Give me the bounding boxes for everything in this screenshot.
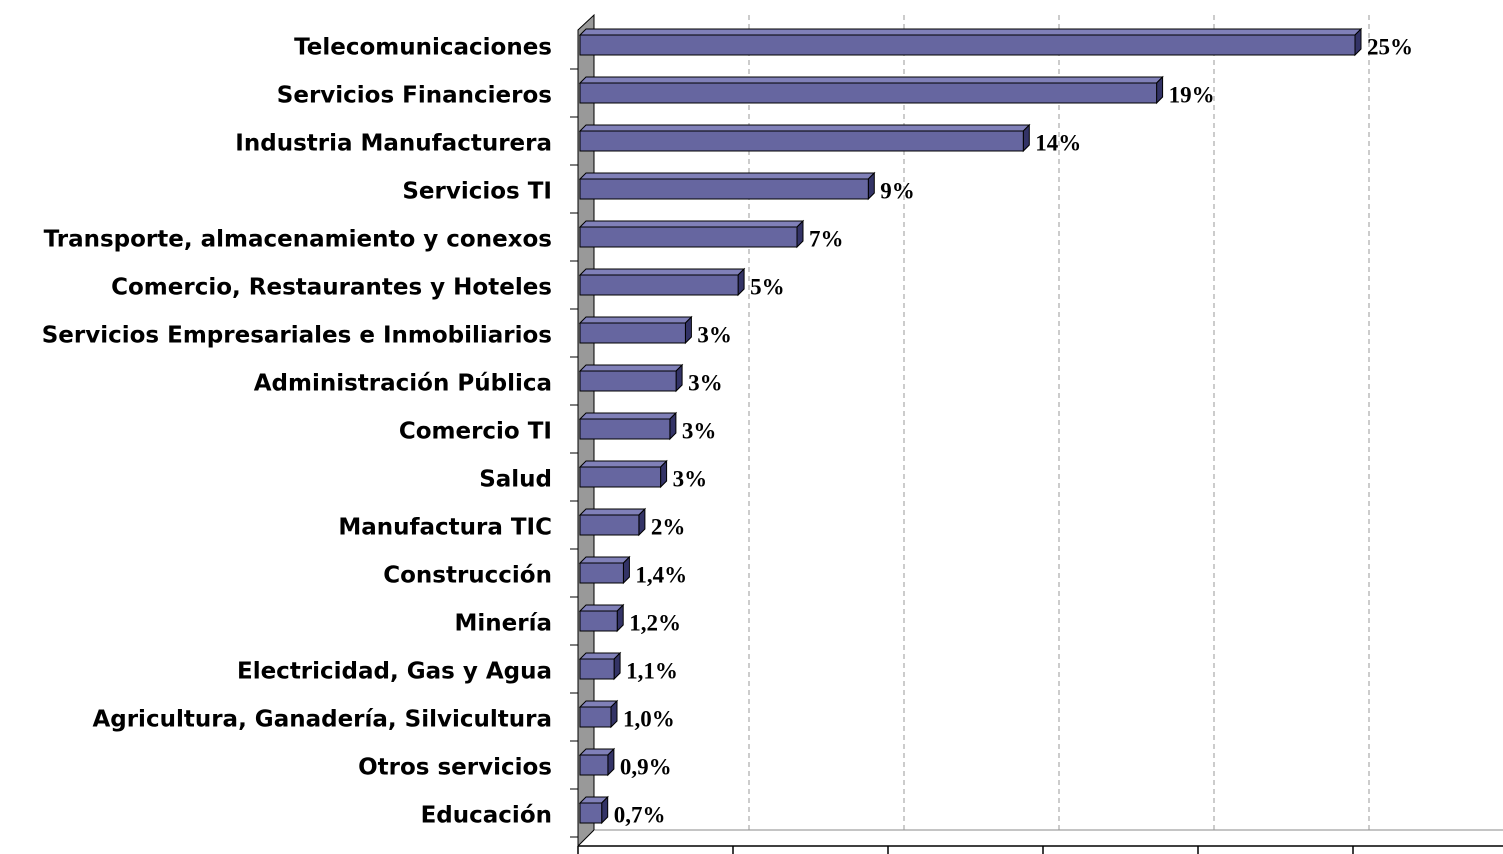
bar-front bbox=[579, 370, 677, 392]
y-tick-label: Manufactura TIC bbox=[338, 515, 552, 541]
bar-front bbox=[579, 178, 869, 200]
y-tick-label: Minería bbox=[455, 611, 553, 637]
bar-top bbox=[578, 76, 1164, 84]
bar-front bbox=[579, 658, 615, 680]
bar bbox=[578, 411, 678, 441]
value-label: 1,2% bbox=[629, 610, 681, 635]
bar bbox=[578, 27, 1363, 57]
value-label: 25% bbox=[1367, 34, 1413, 59]
bar-front bbox=[579, 130, 1024, 152]
bar-top bbox=[578, 556, 631, 564]
value-label: 1,1% bbox=[626, 658, 678, 683]
bar-front bbox=[579, 322, 686, 344]
y-tick-label: Telecomunicaciones bbox=[294, 35, 552, 61]
bar-top bbox=[578, 28, 1363, 36]
bar-front bbox=[579, 418, 671, 440]
y-tick-label: Salud bbox=[479, 467, 552, 493]
bar bbox=[578, 603, 625, 633]
bar-top bbox=[578, 460, 668, 468]
bar-top bbox=[578, 652, 622, 660]
value-label: 0,7% bbox=[614, 802, 666, 827]
bar-front bbox=[579, 514, 640, 536]
bar bbox=[578, 699, 619, 729]
value-label: 5% bbox=[750, 274, 785, 299]
bar bbox=[578, 363, 684, 393]
value-label: 1,4% bbox=[635, 562, 687, 587]
bar-front bbox=[579, 802, 603, 824]
bar bbox=[578, 555, 631, 585]
bar-front bbox=[579, 274, 739, 296]
bar-front bbox=[579, 82, 1158, 104]
y-tick-label: Otros servicios bbox=[358, 755, 552, 781]
value-label: 3% bbox=[697, 322, 732, 347]
y-tick-label: Transporte, almacenamiento y conexos bbox=[44, 227, 552, 253]
bar bbox=[578, 747, 616, 777]
y-tick-label: Construcción bbox=[383, 563, 552, 589]
bar-top bbox=[578, 316, 693, 324]
bar-top bbox=[578, 508, 647, 516]
value-label: 7% bbox=[809, 226, 844, 251]
bar-top bbox=[578, 124, 1031, 132]
bar-front bbox=[579, 34, 1356, 56]
bar-top bbox=[578, 364, 684, 372]
bar-front bbox=[579, 610, 618, 632]
bar bbox=[578, 315, 693, 345]
y-tick-label: Servicios TI bbox=[402, 179, 552, 205]
bar bbox=[578, 507, 647, 537]
y-tick-label: Educación bbox=[421, 803, 552, 829]
bar bbox=[578, 795, 609, 825]
bar-front bbox=[579, 754, 609, 776]
value-label: 9% bbox=[880, 178, 915, 203]
y-tick-label: Comercio TI bbox=[399, 419, 552, 445]
bar-front bbox=[579, 226, 798, 248]
value-label: 14% bbox=[1035, 130, 1081, 155]
bar bbox=[578, 651, 622, 681]
bar bbox=[578, 219, 805, 249]
bar bbox=[578, 171, 876, 201]
y-tick-label: Administración Pública bbox=[254, 371, 552, 397]
bar bbox=[578, 459, 668, 489]
bar-top bbox=[578, 412, 678, 420]
y-tick-label: Servicios Empresariales e Inmobiliarios bbox=[42, 323, 552, 349]
value-label: 19% bbox=[1169, 82, 1215, 107]
y-tick-label: Servicios Financieros bbox=[277, 83, 552, 109]
bar bbox=[578, 267, 746, 297]
bar-top bbox=[578, 268, 746, 276]
y-tick-label: Comercio, Restaurantes y Hoteles bbox=[111, 275, 552, 301]
value-label: 3% bbox=[682, 418, 717, 443]
bar-front bbox=[579, 562, 624, 584]
value-label: 3% bbox=[673, 466, 708, 491]
bar bbox=[578, 75, 1164, 105]
value-label: 1,0% bbox=[623, 706, 675, 731]
value-label: 3% bbox=[688, 370, 723, 395]
y-tick-label: Agricultura, Ganadería, Silvicultura bbox=[92, 707, 552, 733]
bar-top bbox=[578, 172, 876, 180]
bar-front bbox=[579, 466, 662, 488]
value-label: 0,9% bbox=[620, 754, 672, 779]
bar-top bbox=[578, 604, 625, 612]
bar-front bbox=[579, 706, 612, 728]
y-tick-label: Industria Manufacturera bbox=[235, 131, 552, 157]
bar-top bbox=[578, 220, 805, 228]
value-label: 2% bbox=[651, 514, 686, 539]
y-tick-label: Electricidad, Gas y Agua bbox=[237, 659, 552, 685]
bar bbox=[578, 123, 1031, 153]
